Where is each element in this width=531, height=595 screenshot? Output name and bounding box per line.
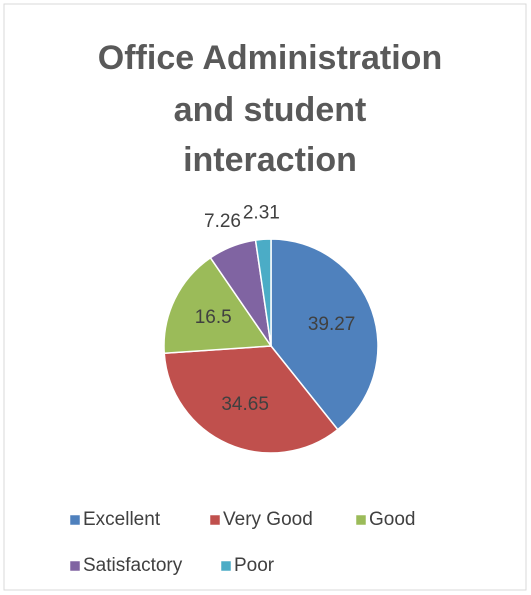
data-label: 2.31 <box>243 202 280 223</box>
legend-label: Satisfactory <box>83 555 183 576</box>
data-label: 16.5 <box>195 307 232 328</box>
chart-title: and student <box>174 91 367 129</box>
data-label: 34.65 <box>221 394 269 415</box>
chart-title: interaction <box>183 141 357 179</box>
pie-slice <box>270 238 379 431</box>
chart-title: Office Administration <box>98 39 442 77</box>
legend-swatch <box>69 560 81 572</box>
pie-slice <box>163 345 339 454</box>
pie-slice <box>254 238 272 347</box>
data-label: 39.27 <box>308 314 356 335</box>
legend-swatch <box>209 514 221 526</box>
legend-swatch <box>355 514 367 526</box>
legend-label: Excellent <box>83 509 161 530</box>
legend-label: Good <box>369 509 415 530</box>
legend-label: Poor <box>234 555 275 576</box>
legend-swatch <box>69 514 81 526</box>
pie-slice <box>163 256 273 355</box>
data-label: 7.26 <box>204 211 241 232</box>
legend-label: Very Good <box>223 509 313 530</box>
legend-swatch <box>220 560 232 572</box>
